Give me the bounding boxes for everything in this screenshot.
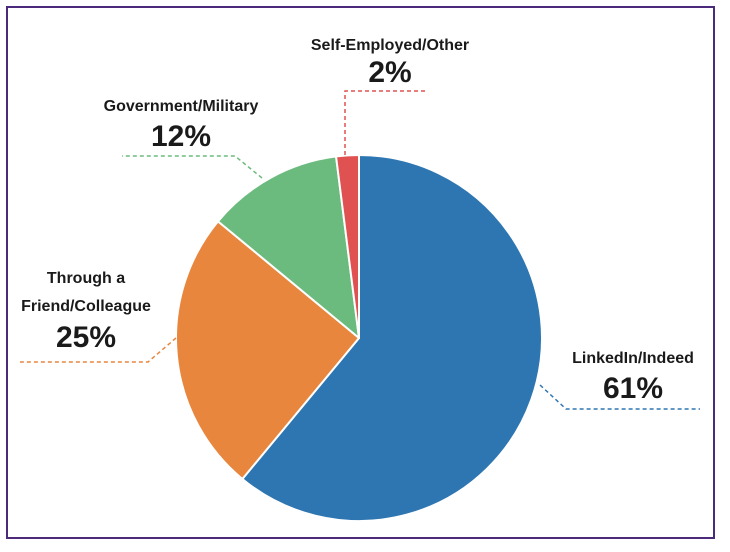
label-government-value: 12% xyxy=(151,120,211,153)
label-friend-name-line1: Through a xyxy=(47,270,125,287)
label-friend-name-line2: Friend/Colleague xyxy=(21,298,151,315)
pie-slice-linkedin xyxy=(241,154,543,522)
pie-slice-self-employed xyxy=(335,153,360,339)
leader-line-self-employed xyxy=(344,90,428,155)
leader-line-friend xyxy=(20,337,177,363)
leader-line-government xyxy=(122,155,263,179)
label-friend-value: 25% xyxy=(56,321,116,354)
pie-slice-government xyxy=(217,155,360,339)
label-linkedin-value: 61% xyxy=(603,372,663,405)
label-linkedin-name: LinkedIn/Indeed xyxy=(572,350,694,367)
chart-frame xyxy=(6,6,715,539)
leader-line-linkedin xyxy=(539,384,700,410)
label-self-employed-name: Self-Employed/Other xyxy=(311,37,469,54)
label-government-name: Government/Military xyxy=(104,98,259,115)
pie-slice-friend xyxy=(175,220,360,480)
label-self-employed-value: 2% xyxy=(368,56,411,89)
